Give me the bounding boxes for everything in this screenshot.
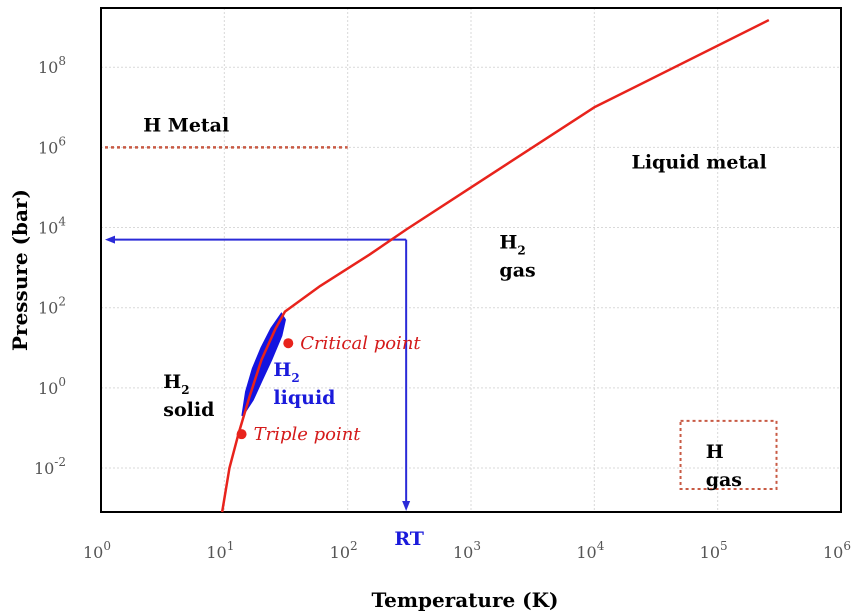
x-tick-label: 101 (206, 539, 234, 562)
triple-point-label: Triple point (254, 424, 362, 445)
y-tick-label: 108 (38, 54, 66, 77)
rt-arrow-left (105, 235, 115, 244)
h-gas-label: H (706, 441, 724, 463)
h-metal-label: H Metal (143, 114, 229, 136)
y-axis-title: Pressure (bar) (8, 189, 32, 351)
x-axis-title: Temperature (K) (372, 588, 559, 612)
h-gas-box (679, 419, 778, 490)
x-tick-label: 104 (576, 539, 604, 562)
y-tick-label: 104 (38, 215, 66, 238)
critical-point-marker (283, 338, 294, 349)
h2-liquid-sublabel: liquid (273, 387, 335, 409)
h2-solid-sublabel: solid (163, 399, 214, 421)
liquid-metal-label: Liquid metal (631, 151, 766, 173)
y-tick-label: 100 (38, 375, 66, 398)
h2-gas-sublabel: gas (499, 259, 535, 281)
y-tick-label: 106 (38, 134, 66, 157)
triple-point-marker (236, 429, 247, 440)
h2-gas-label: H2 (499, 231, 525, 257)
h-gas-sublabel: gas (706, 469, 742, 491)
x-tick-label: 106 (823, 539, 851, 562)
h2-liquid-label: H2 (273, 359, 299, 385)
plot-frame (100, 7, 842, 513)
h2-solid-label: H2 (163, 371, 189, 397)
rt-label: RT (394, 528, 424, 550)
y-tick-label: 102 (38, 295, 66, 318)
critical-point-label: Critical point (300, 333, 421, 354)
x-tick-label: 100 (83, 539, 111, 562)
x-tick-label: 105 (700, 539, 728, 562)
rt-arrow-down (402, 501, 411, 511)
x-tick-label: 102 (330, 539, 358, 562)
x-tick-label: 103 (453, 539, 481, 562)
grid (100, 8, 842, 512)
y-tick-label: 10-2 (34, 455, 66, 478)
